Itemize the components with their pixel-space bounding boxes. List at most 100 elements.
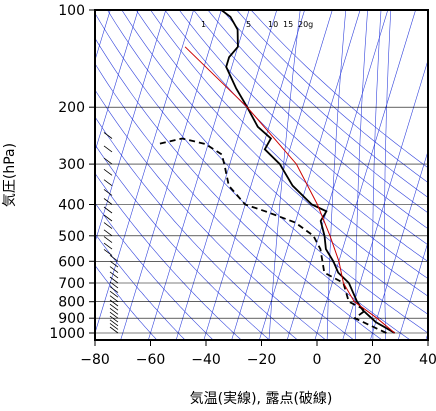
isotherm-line (259, 10, 361, 340)
wind-barb (103, 222, 113, 229)
adiabat-line (95, 233, 186, 340)
isotherm-line (286, 10, 389, 340)
adiabat-line (121, 10, 428, 315)
wind-barb (109, 307, 119, 315)
adiabat-line (164, 10, 428, 262)
mixing-ratio-label: 1 (201, 20, 206, 29)
isotherm-line (148, 10, 250, 340)
wind-barb (109, 271, 119, 279)
adiabat-line (95, 264, 157, 340)
wind-barb (109, 286, 119, 293)
isotherm-line (370, 150, 428, 340)
isotherm-line (231, 10, 333, 340)
wind-barb (103, 132, 113, 139)
x-tick-label: 0 (313, 352, 322, 368)
dewpoint-line (157, 137, 387, 334)
mixing-ratio-line (384, 10, 392, 340)
wind-barb (109, 319, 119, 327)
wind-barb (109, 254, 119, 262)
mixing-ratio-labels: 1 5 10 15 20g (201, 20, 313, 29)
y-tick-label: 900 (58, 311, 85, 327)
adiabat-line (222, 10, 428, 198)
y-tick-label: 300 (58, 157, 85, 173)
wind-barb (103, 198, 113, 205)
temperature-line (220, 10, 396, 334)
wind-barb (109, 299, 119, 307)
wind-barb (103, 157, 113, 165)
adiabat-line (95, 63, 354, 340)
y-tick-label: 700 (58, 276, 85, 292)
wind-barb (103, 229, 113, 237)
x-tick-label: −80 (80, 352, 110, 368)
x-tick-label: −40 (191, 352, 221, 368)
isotherm-line (314, 10, 416, 340)
isotherm-line (397, 241, 428, 340)
wind-barb (103, 249, 113, 256)
x-tick-label: 20 (364, 352, 382, 368)
y-tick-label: 200 (58, 100, 85, 116)
x-tick-label: −60 (136, 352, 166, 368)
y-tick-label: 1000 (49, 326, 85, 342)
adiabat-line (95, 37, 382, 340)
isotherm-line (95, 10, 167, 244)
isotherm-line (95, 10, 194, 334)
wind-barb (103, 168, 113, 176)
y-tick-label: 500 (58, 229, 85, 245)
mixing-ratio-line (268, 10, 301, 340)
wind-barb (103, 189, 113, 196)
y-tick-label: 600 (58, 254, 85, 270)
y-axis-title: 気圧(hPa) (2, 143, 18, 207)
x-axis-title: 気温(実線), 露点(破線) (190, 391, 333, 407)
x-tick-label: −20 (247, 352, 277, 368)
x-axis: −80 −60 −40 −20 0 20 40 (80, 340, 436, 368)
isotherm-line (342, 59, 428, 340)
wind-barb (109, 303, 119, 311)
reference-line (184, 46, 396, 334)
y-tick-label: 400 (58, 198, 85, 214)
mixing-ratio-line (372, 10, 382, 340)
mixing-ratio-label: 20g (298, 20, 313, 29)
wind-barb (103, 236, 113, 243)
adiabat-line (95, 172, 242, 340)
isotherm-line (95, 10, 139, 153)
wind-barb (109, 266, 119, 273)
adiabat-line (135, 10, 428, 297)
isotherm-line (120, 10, 222, 340)
wind-barb (109, 326, 119, 334)
adiabat-line (150, 10, 428, 280)
wind-barb (109, 323, 119, 330)
adiabat-line (95, 202, 214, 340)
wind-barb (103, 214, 113, 222)
y-tick-label: 100 (58, 3, 85, 19)
x-tick-label: 40 (419, 352, 436, 368)
mixing-ratio-label: 10 (268, 20, 278, 29)
wind-barb (109, 295, 119, 303)
adiabat-line (236, 10, 428, 183)
adiabat-line (95, 12, 411, 340)
wind-barb (109, 260, 119, 268)
wind-barb (109, 276, 119, 284)
adiabat-line (95, 144, 270, 340)
mixing-ratio-line (355, 10, 368, 340)
wind-barbs (103, 132, 119, 334)
mixing-ratio-label: 15 (283, 20, 293, 29)
wind-barb (109, 281, 119, 289)
wind-barb (103, 179, 113, 187)
wind-barb (109, 290, 119, 298)
y-tick-label: 800 (58, 295, 85, 311)
profile-lines (157, 10, 396, 334)
wind-barb (103, 242, 113, 250)
adiabat-line (178, 10, 428, 246)
adiabat-line (207, 10, 428, 214)
wind-barb (103, 206, 113, 214)
wind-barb (109, 315, 119, 323)
wind-barb (109, 311, 119, 319)
isotherm-line (203, 10, 305, 340)
isotherm-line (175, 10, 278, 340)
adiabat-line (193, 10, 428, 230)
adiabat-line (250, 10, 428, 169)
wind-barb (103, 145, 113, 153)
isotherm-lines (95, 10, 428, 340)
